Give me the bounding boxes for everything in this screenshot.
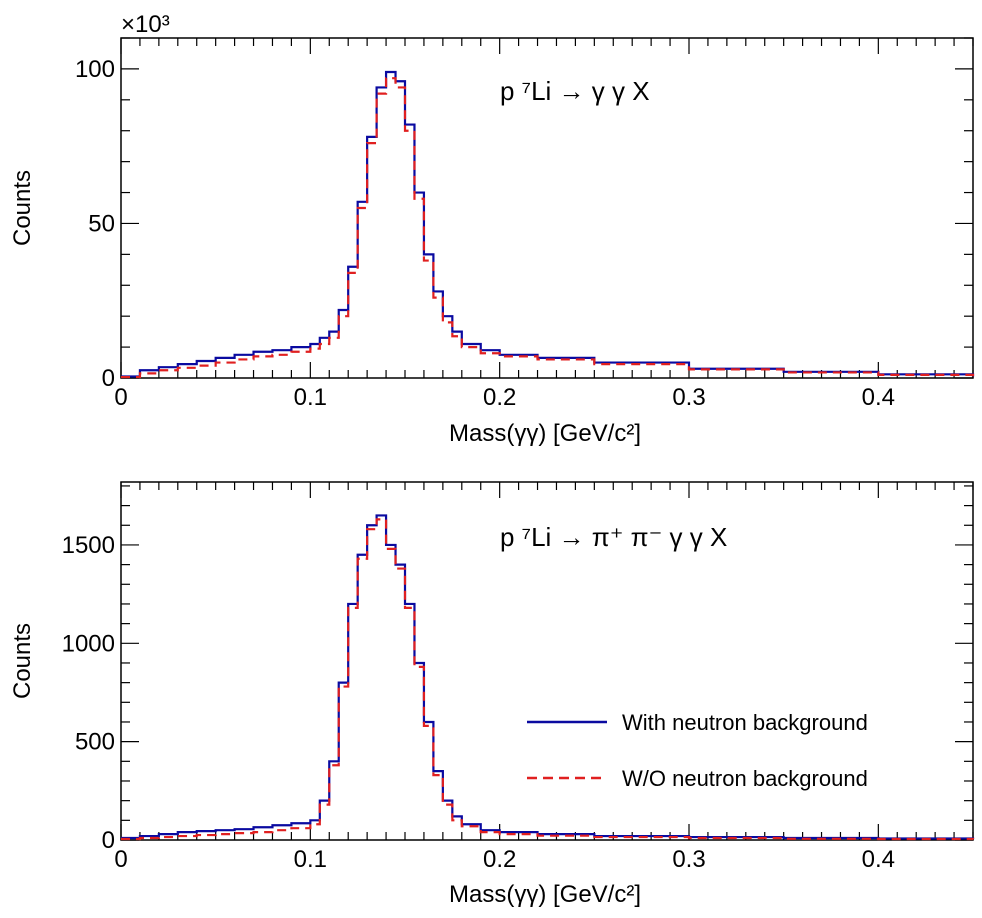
x-tick-label: 0.3 (672, 846, 705, 873)
x-axis-title-bottom: Mass(γγ) [GeV/c²] (449, 881, 641, 908)
x-tick-label: 0.3 (672, 384, 705, 411)
x-axis-title-top: Mass(γγ) [GeV/c²] (449, 420, 641, 447)
x-tick-label: 0.2 (483, 846, 516, 873)
y-tick-label: 0 (102, 827, 115, 854)
y-axis-title-bottom: Counts (9, 623, 36, 699)
panel-top: 0 0.1 0.2 0.3 0.4 0 50 100 ×10³ p ⁷Li → γ γ X M… (9, 11, 975, 447)
x-tick-label: 0 (114, 384, 127, 411)
x-tick-label: 0.1 (294, 846, 327, 873)
series-with-neutron-background (121, 70, 975, 378)
y-tick-label: 100 (75, 56, 115, 83)
y-multiplier-top: ×10³ (121, 11, 170, 38)
annotation-bottom: p ⁷Li → π⁺ π⁻ γ γ X (500, 522, 727, 552)
x-tick-label: 0.2 (483, 384, 516, 411)
series-without-neutron-background (121, 77, 975, 379)
x-tick-label: 0.4 (862, 384, 895, 411)
legend-label-without: W/O neutron background (622, 766, 868, 791)
x-tick-label: 0 (114, 846, 127, 873)
plot-frame-top (120, 37, 974, 379)
y-tick-label: 500 (75, 729, 115, 756)
panel-bottom: 0 0.1 0.2 0.3 0.4 0 500 1000 1500 p ⁷Li → π⁺ π⁻ … (9, 481, 975, 908)
y-tick-label: 0 (102, 365, 115, 392)
legend: With neutron background W/O neutron back… (527, 710, 868, 791)
y-axis-title-top: Counts (9, 170, 36, 246)
x-tick-label: 0.1 (294, 384, 327, 411)
series-with-neutron-background (121, 514, 975, 840)
y-tick-label: 50 (88, 210, 115, 237)
plot-frame-bottom (120, 481, 974, 841)
y-tick-label: 1500 (62, 532, 115, 559)
series-top (121, 70, 975, 379)
x-tick-label: 0.4 (862, 846, 895, 873)
series-bottom (121, 514, 975, 841)
annotation-top: p ⁷Li → γ γ X (500, 76, 650, 106)
series-without-neutron-background (121, 518, 975, 841)
y-tick-label: 1000 (62, 630, 115, 657)
axes-top: 0 0.1 0.2 0.3 0.4 0 50 100 (75, 37, 974, 411)
legend-label-with: With neutron background (622, 710, 868, 735)
axes-bottom: 0 0.1 0.2 0.3 0.4 0 500 1000 1500 (62, 482, 974, 873)
